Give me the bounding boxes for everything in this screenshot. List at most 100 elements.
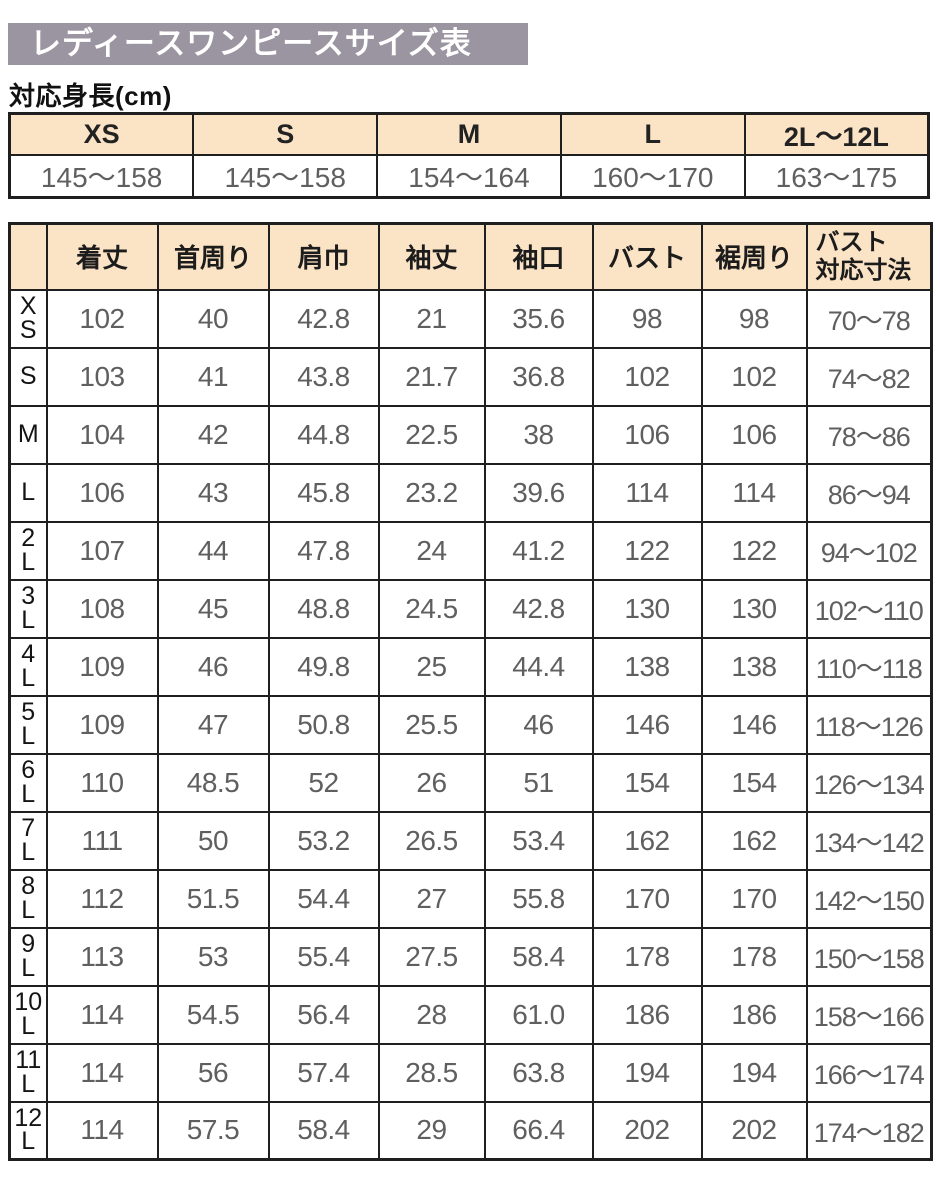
size-row-label: 11 L [8,1042,48,1103]
measurement-cell: 23.2 [377,462,486,523]
measurement-cell: 112 [45,868,159,929]
measurement-cell: 118〜126 [805,694,933,755]
measurement-cell: 98 [700,288,808,349]
measurement-cell: 174〜182 [805,1100,933,1161]
measurement-cell: 46 [156,636,270,697]
size-row-label: L [8,462,48,523]
measurement-cell: 44 [156,520,270,581]
measurement-cell: 45 [156,578,270,639]
measurement-cell: 47.8 [267,520,380,581]
measurement-cell: 103 [45,346,159,407]
measurement-cell: 51 [483,752,594,813]
size-row: 9 L 113 53 55.4 27.5 58.4 178 178 150〜158 [8,926,933,987]
height-table-value-row: 145〜158 145〜158 154〜164 160〜170 163〜175 [8,154,930,199]
measurement-cell: 170 [700,868,808,929]
measurement-cell: 158〜166 [805,984,933,1045]
measurement-cell: 178 [700,926,808,987]
size-row-label: 9 L [8,926,48,987]
size-row-label: S [8,346,48,407]
measurement-cell: 150〜158 [805,926,933,987]
measurement-cell: 42 [156,404,270,465]
measurement-cell: 44.4 [483,636,594,697]
measurement-cell: 52 [267,752,380,813]
measurement-cell: 94〜102 [805,520,933,581]
size-row-label: 3 L [8,578,48,639]
measurement-cell: 55.8 [483,868,594,929]
size-row: 10 L 114 54.5 56.4 28 61.0 186 186 158〜166 [8,984,933,1045]
size-row-label: 7 L [8,810,48,871]
measurement-cell: 25.5 [377,694,486,755]
measurement-cell: 104 [45,404,159,465]
size-row: X S 102 40 42.8 21 35.6 98 98 70〜78 [8,288,933,349]
measurement-cell: 114 [591,462,703,523]
measurement-cell: 40 [156,288,270,349]
size-row: 6 L 110 48.5 52 26 51 154 154 126〜134 [8,752,933,813]
measurement-column-header: 袖丈 [377,222,486,291]
height-size-header: M [376,112,562,156]
height-range-cell: 145〜158 [192,154,379,199]
measurement-cell: 42.8 [483,578,594,639]
measurement-cell: 114 [700,462,808,523]
measurement-cell: 162 [591,810,703,871]
measurement-column-header: 袖口 [483,222,594,291]
measurement-cell: 114 [45,1100,159,1161]
height-table: XS S M L 2L〜12L 145〜158 145〜158 154〜164 160〜170… [8,112,930,199]
height-size-header: 2L〜12L [743,112,930,156]
measurement-cell: 114 [45,984,159,1045]
size-row: 11 L 114 56 57.4 28.5 63.8 194 194 166〜174 [8,1042,933,1103]
measurement-cell: 26 [377,752,486,813]
measurement-cell: 78〜86 [805,404,933,465]
measurement-cell: 134〜142 [805,810,933,871]
measurement-cell: 39.6 [483,462,594,523]
measurement-column-header: バスト 対応寸法 [805,222,933,291]
height-table-header-row: XS S M L 2L〜12L [8,112,930,156]
size-row: 4 L 109 46 49.8 25 44.4 138 138 110〜118 [8,636,933,697]
measurement-cell: 47 [156,694,270,755]
measurement-cell: 113 [45,926,159,987]
measurement-cell: 28 [377,984,486,1045]
size-row: 8 L 112 51.5 54.4 27 55.8 170 170 142〜150 [8,868,933,929]
measurement-cell: 27.5 [377,926,486,987]
measurement-cell: 21 [377,288,486,349]
measurement-cell: 142〜150 [805,868,933,929]
measurement-cell: 41.2 [483,520,594,581]
measurement-cell: 51.5 [156,868,270,929]
height-size-header: S [192,112,379,156]
size-table-corner-cell [8,222,48,291]
measurement-cell: 56.4 [267,984,380,1045]
measurement-cell: 27 [377,868,486,929]
measurement-cell: 102〜110 [805,578,933,639]
size-row: M 104 42 44.8 22.5 38 106 106 78〜86 [8,404,933,465]
measurement-cell: 53 [156,926,270,987]
measurement-cell: 48.5 [156,752,270,813]
size-row: 5 L 109 47 50.8 25.5 46 146 146 118〜126 [8,694,933,755]
measurement-cell: 98 [591,288,703,349]
measurement-cell: 166〜174 [805,1042,933,1103]
measurement-cell: 46 [483,694,594,755]
size-row: L 106 43 45.8 23.2 39.6 114 114 86〜94 [8,462,933,523]
measurement-column-header: 首周り [156,222,270,291]
measurement-cell: 45.8 [267,462,380,523]
size-row: 2 L 107 44 47.8 24 41.2 122 122 94〜102 [8,520,933,581]
measurement-cell: 57.5 [156,1100,270,1161]
measurement-cell: 58.4 [267,1100,380,1161]
measurement-cell: 28.5 [377,1042,486,1103]
measurement-cell: 110 [45,752,159,813]
measurement-cell: 44.8 [267,404,380,465]
measurement-cell: 50.8 [267,694,380,755]
measurement-cell: 48.8 [267,578,380,639]
measurement-cell: 36.8 [483,346,594,407]
measurement-cell: 53.2 [267,810,380,871]
measurement-column-header: バスト [591,222,703,291]
measurement-cell: 146 [700,694,808,755]
measurement-cell: 114 [45,1042,159,1103]
size-row-label: 8 L [8,868,48,929]
size-table-header-row: 着丈 首周り 肩巾 袖丈 袖口 バスト 裾周り バスト 対応寸法 [8,222,933,291]
measurement-cell: 21.7 [377,346,486,407]
measurement-cell: 86〜94 [805,462,933,523]
height-range-cell: 160〜170 [559,154,746,199]
size-row-label: 5 L [8,694,48,755]
measurement-cell: 122 [700,520,808,581]
height-range-cell: 145〜158 [8,154,195,199]
measurement-cell: 102 [591,346,703,407]
